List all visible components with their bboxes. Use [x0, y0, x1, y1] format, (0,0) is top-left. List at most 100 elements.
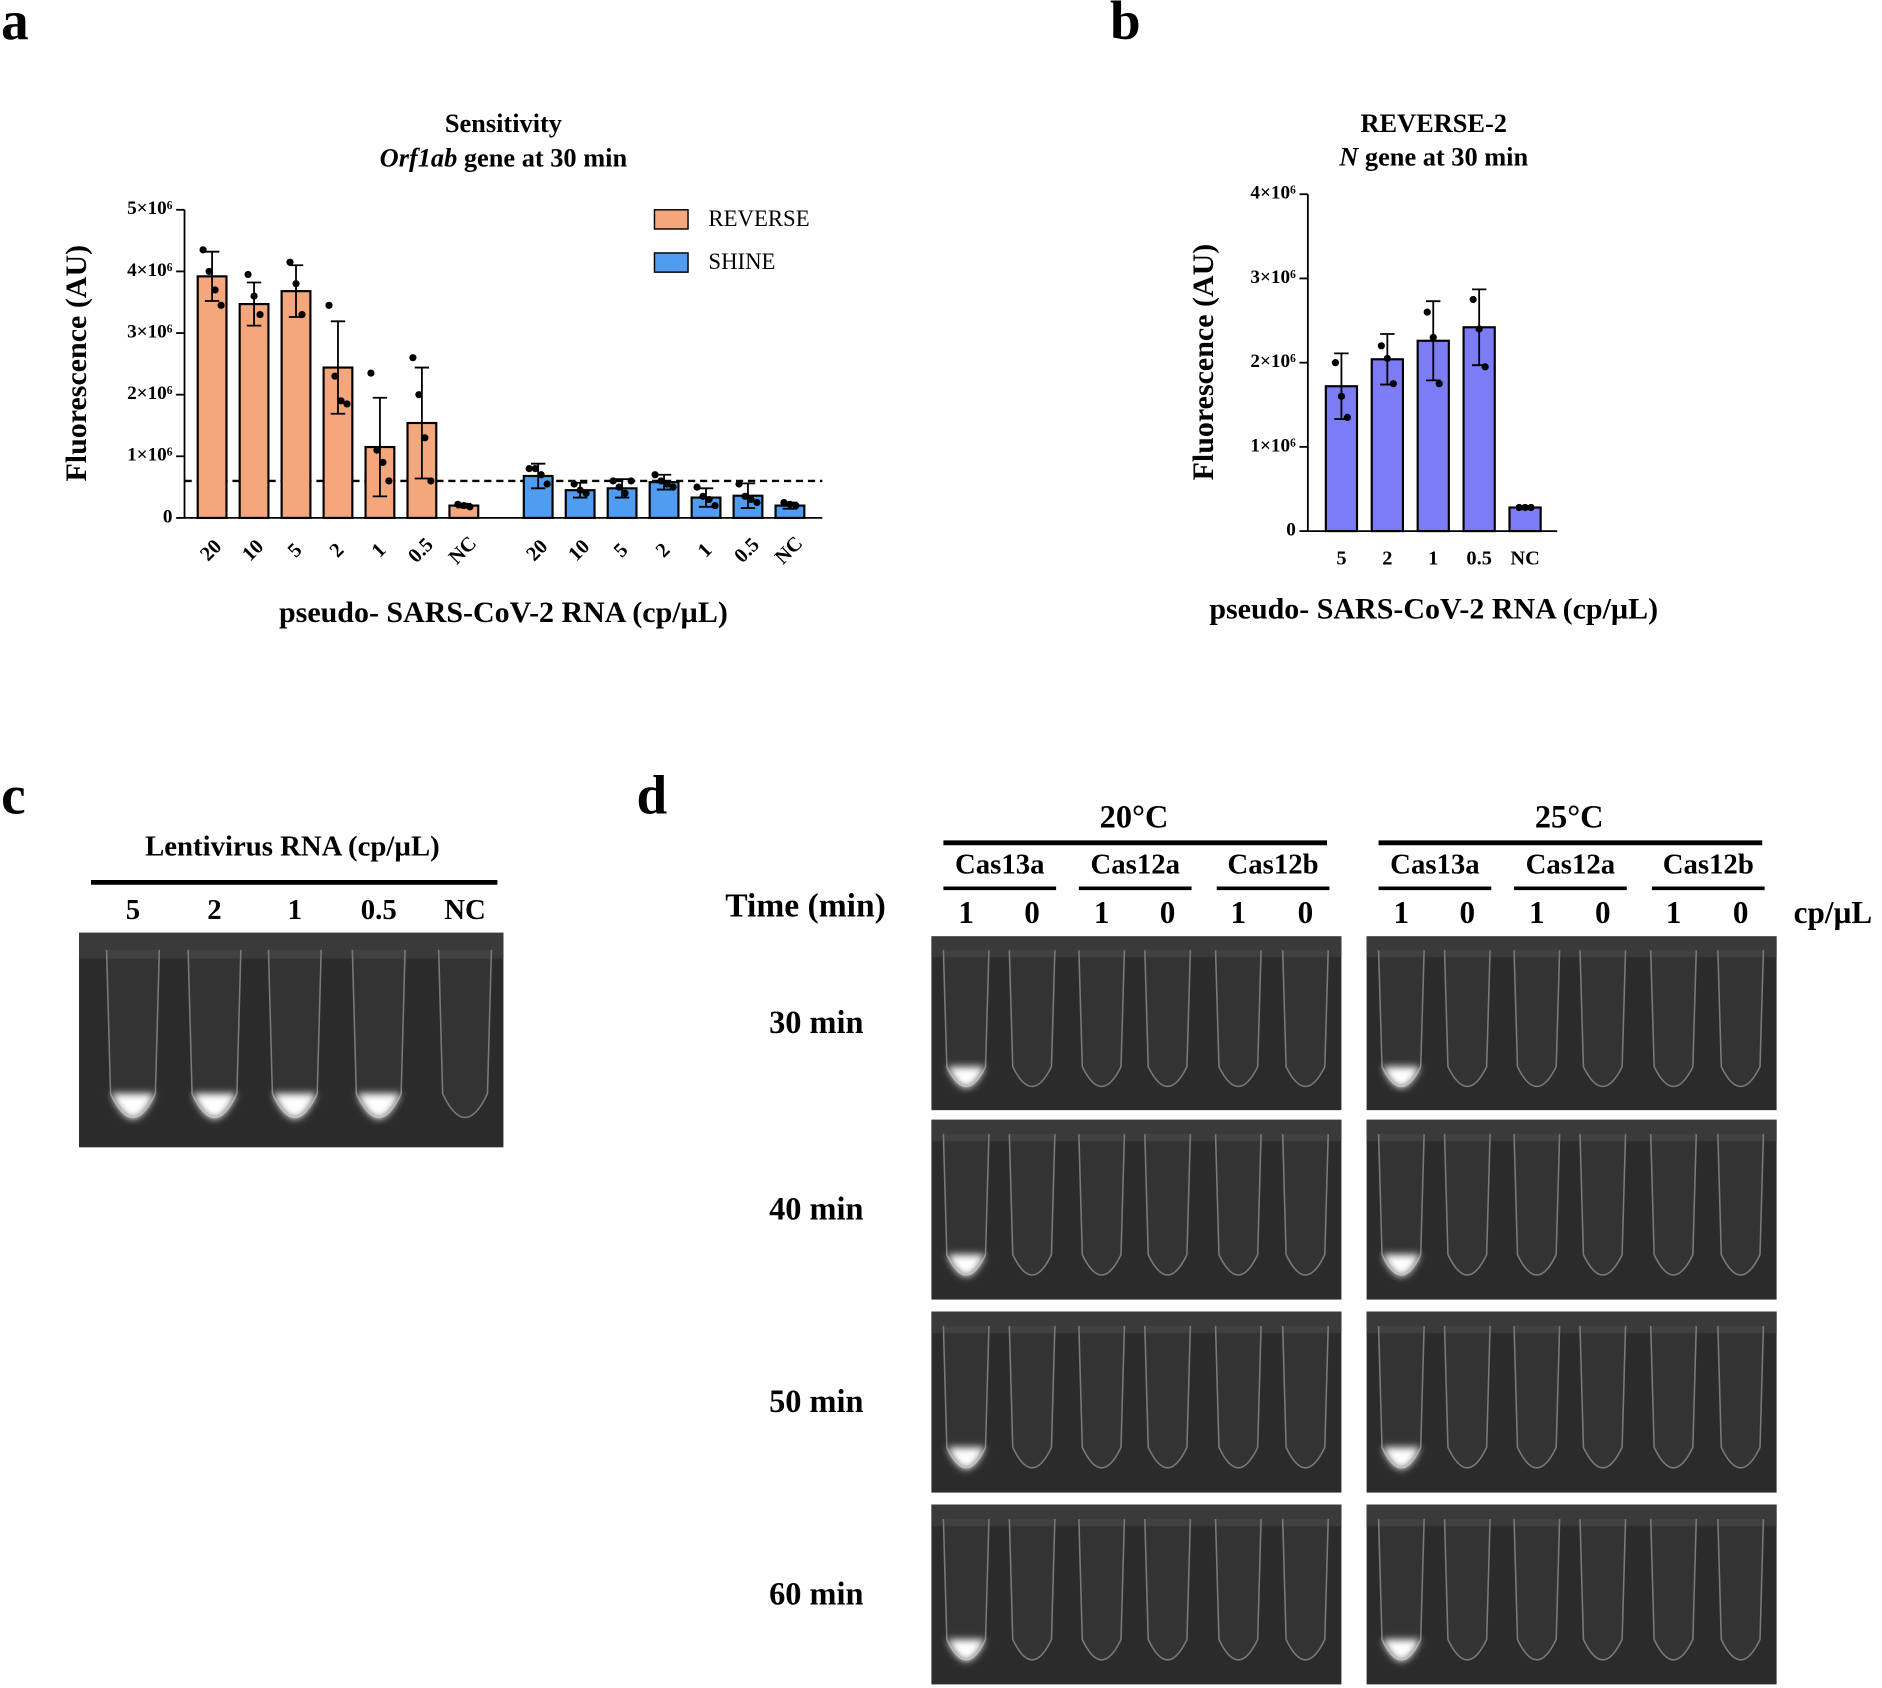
x-tick-label: 10 [564, 536, 594, 566]
x-axis-label: pseudo- SARS-CoV-2 RNA (cp/µL) [279, 596, 728, 629]
gel-photo [1366, 1311, 1777, 1493]
lane-label: 0 [1595, 895, 1611, 930]
row-label: 40 min [769, 1190, 863, 1226]
tube-glow [947, 1254, 985, 1277]
enzyme-label: Cas12a [1090, 848, 1180, 880]
tube [1513, 950, 1561, 1088]
tube-glow [947, 1447, 985, 1470]
tube [1513, 1518, 1561, 1661]
y-axis-label: Fluorescence (AU) [60, 245, 93, 482]
data-point [780, 498, 788, 507]
lane-label: 0 [1024, 895, 1040, 930]
photo-bg [931, 1119, 1342, 1300]
gel-photo [931, 1119, 1342, 1300]
subtitle-italic: N [1338, 142, 1359, 171]
tube [1008, 1518, 1056, 1661]
x-tick-label: 5 [610, 539, 633, 562]
tube-glow [947, 1066, 985, 1088]
data-point [1389, 380, 1397, 388]
tube [1377, 1518, 1425, 1661]
tube [1649, 1518, 1698, 1661]
x-tick-label: 20 [196, 536, 226, 566]
tube [437, 949, 493, 1119]
tube [1144, 1326, 1192, 1469]
bar [196, 275, 228, 519]
legend-swatch [653, 252, 689, 273]
y-tick-label: 2×10⁶ [1250, 351, 1296, 372]
enzyme-label: Cas12a [1526, 848, 1616, 880]
tube [1443, 950, 1491, 1088]
tube [1377, 1134, 1425, 1276]
error-bar [330, 320, 346, 415]
tube [1008, 950, 1056, 1088]
data-point [570, 480, 578, 488]
lane-label: 1 [1231, 895, 1247, 930]
lane-label: 0 [1160, 895, 1176, 930]
x-tick-label: NC [771, 532, 807, 568]
data-point [343, 400, 351, 408]
x-tick-label: 2 [326, 539, 349, 562]
photo-top [931, 1119, 1342, 1142]
data-point [669, 483, 677, 491]
lane-label: 0.5 [361, 894, 397, 926]
tube [1281, 1134, 1330, 1276]
tube [1078, 1518, 1126, 1661]
tube [1717, 1134, 1765, 1276]
gel-photo [931, 936, 1342, 1111]
data-point [651, 471, 659, 479]
photo-bg [931, 1504, 1342, 1685]
chart-subtitle: Orf1ab gene at 30 min [380, 144, 628, 173]
x-tick-label: 2 [652, 539, 675, 562]
x-tick-label: 0.5 [404, 534, 438, 568]
y-tick-label: 4×10⁶ [1250, 183, 1296, 204]
tube [1144, 950, 1192, 1088]
x-tick-label: 5 [284, 539, 307, 562]
y-tick-label: 3×10⁶ [127, 321, 173, 342]
error-bar [204, 250, 220, 302]
time-label: Time (min) [725, 887, 886, 924]
y-tick-label: 4×10⁶ [127, 260, 173, 281]
tube [1513, 1134, 1561, 1276]
panel-c-header: Lentivirus RNA (cp/µL) [145, 830, 440, 862]
bar [1370, 358, 1405, 533]
data-point [699, 492, 707, 500]
data-point [250, 292, 258, 300]
tube [267, 949, 322, 1119]
data-point [1343, 413, 1352, 421]
data-point [1383, 354, 1391, 363]
tube [187, 949, 242, 1119]
data-point [286, 258, 294, 266]
data-point [421, 434, 429, 442]
photo-top [1366, 1311, 1777, 1334]
tube-glow [1382, 1066, 1421, 1088]
data-point [615, 483, 623, 491]
data-point [409, 354, 417, 362]
legend-label: REVERSE [708, 206, 809, 231]
row-label: 60 min [769, 1575, 863, 1611]
gel-photo [931, 1311, 1342, 1493]
data-point [1377, 342, 1385, 350]
data-point [537, 471, 545, 479]
data-point [1481, 363, 1489, 371]
tube [1214, 1518, 1262, 1661]
gel-photo [1366, 1504, 1777, 1685]
enzyme-label: Cas12b [1663, 848, 1754, 880]
tube [1281, 1326, 1330, 1469]
lane-label: 0 [1298, 895, 1314, 930]
data-point [217, 301, 225, 309]
tube [1008, 1326, 1056, 1469]
tube [1078, 1134, 1126, 1276]
legend-label: SHINE [708, 249, 775, 274]
data-point [385, 477, 393, 485]
data-point [693, 483, 701, 491]
x-tick-label: NC [1510, 548, 1539, 570]
x-tick-label: 1 [694, 539, 717, 562]
x-tick-label: 2 [1382, 548, 1392, 570]
row-label: 50 min [769, 1383, 863, 1419]
data-point [582, 489, 590, 497]
tube [1214, 950, 1262, 1088]
panel-letter: b [1110, 0, 1141, 51]
data-point [1423, 308, 1431, 316]
